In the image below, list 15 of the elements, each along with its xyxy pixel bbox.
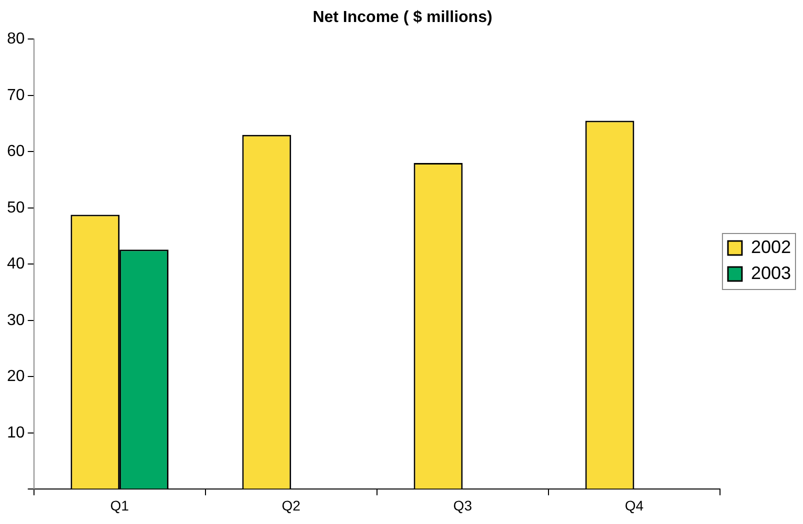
y-tick-label: 60	[7, 143, 25, 160]
x-tick-label: Q3	[453, 497, 472, 514]
y-tick-label: 40	[7, 256, 25, 273]
y-tick-label: 70	[7, 86, 25, 104]
legend-label: 2002	[750, 236, 792, 257]
y-tick-label: 30	[7, 312, 25, 329]
y-tick-label: 10	[7, 424, 25, 442]
chart-title: Net Income ( $ millions)	[312, 9, 492, 26]
y-tick-label: 50	[7, 199, 25, 216]
legend-label: 2003	[750, 262, 792, 283]
y-tick-label: 20	[7, 368, 25, 386]
y-tick-label: 80	[7, 30, 25, 48]
x-tick-label: Q1	[110, 497, 130, 514]
x-tick-label: Q4	[624, 497, 644, 514]
x-tick-label: Q2	[282, 497, 301, 514]
